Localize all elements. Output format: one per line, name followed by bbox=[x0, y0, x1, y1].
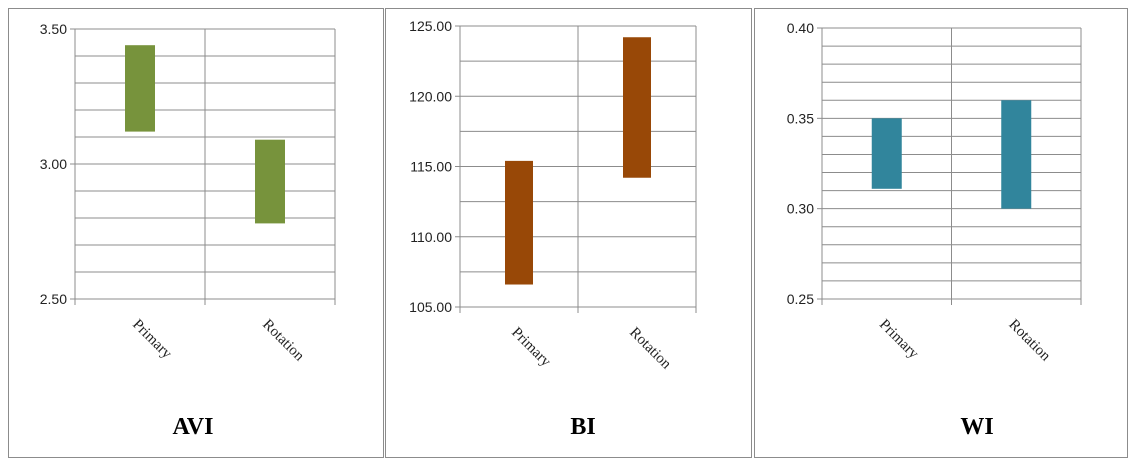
y-tick-label: 125.00 bbox=[409, 18, 452, 34]
y-tick-label: 105.00 bbox=[409, 299, 452, 315]
bar-primary bbox=[871, 118, 902, 189]
chart-bi: 105.00 110.00 115.00 120.00 125.00 Primary Rot… bbox=[409, 18, 697, 440]
chart-avi: 2.50 3.00 3.50 Primary Rotation AVI bbox=[40, 21, 336, 440]
chart-panel-avi: 2.50 3.00 3.50 Primary Rotation AVI bbox=[8, 8, 384, 458]
chart-wi: 0.25 0.30 0.35 0.40 Primary Rotation WI bbox=[787, 20, 1082, 440]
y-tick-label: 0.40 bbox=[787, 20, 814, 36]
chart-panel-bi: 105.00 110.00 115.00 120.00 125.00 Primary Rot… bbox=[385, 8, 752, 458]
category-label: Primary bbox=[508, 325, 554, 371]
y-tick-label: 3.50 bbox=[40, 21, 67, 37]
category-label: Rotation bbox=[1005, 317, 1053, 365]
chart-title: WI bbox=[960, 414, 993, 440]
category-label: Primary bbox=[129, 317, 175, 363]
y-tick-label: 0.30 bbox=[787, 201, 814, 217]
bar-rotation bbox=[255, 139, 285, 224]
y-tick-label: 0.35 bbox=[787, 110, 814, 126]
bar-primary bbox=[505, 160, 533, 285]
category-label: Primary bbox=[876, 317, 922, 363]
category-label: Rotation bbox=[259, 317, 307, 365]
chart-title: BI bbox=[570, 414, 595, 440]
chart-title: AVI bbox=[173, 414, 214, 440]
y-tick-label: 110.00 bbox=[410, 229, 452, 245]
category-label: Rotation bbox=[626, 325, 674, 373]
y-tick-label: 3.00 bbox=[40, 156, 67, 172]
y-tick-label: 2.50 bbox=[40, 291, 67, 307]
bar-primary bbox=[125, 45, 155, 132]
chart-panel-wi: 0.25 0.30 0.35 0.40 Primary Rotation WI bbox=[754, 8, 1128, 458]
bar-rotation bbox=[623, 37, 651, 178]
bar-rotation bbox=[1001, 100, 1032, 209]
y-tick-label: 0.25 bbox=[787, 291, 814, 307]
y-tick-label: 120.00 bbox=[409, 88, 452, 104]
y-tick-label: 115.00 bbox=[410, 159, 452, 175]
